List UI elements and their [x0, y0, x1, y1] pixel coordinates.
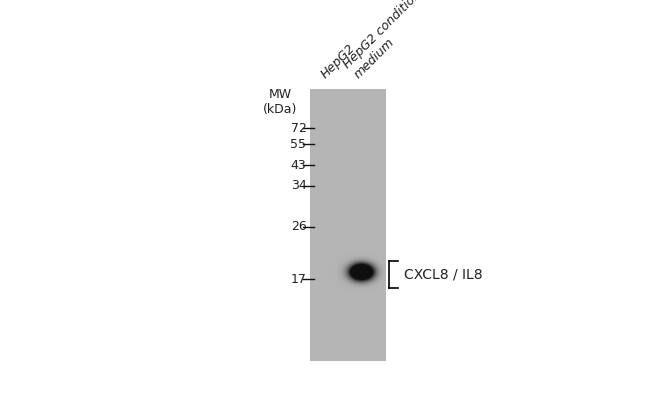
Text: 17: 17 — [291, 273, 306, 286]
Bar — [311, 89, 386, 361]
Text: 55: 55 — [291, 138, 306, 151]
Text: 34: 34 — [291, 179, 306, 192]
Text: CXCL8 / IL8: CXCL8 / IL8 — [404, 268, 482, 281]
Text: 26: 26 — [291, 220, 306, 233]
Text: HepG2 conditioned
medium: HepG2 conditioned medium — [341, 0, 446, 81]
Text: HepG2: HepG2 — [319, 42, 358, 81]
Text: MW
(kDa): MW (kDa) — [263, 88, 298, 116]
Text: 72: 72 — [291, 121, 306, 134]
Text: 43: 43 — [291, 159, 306, 172]
